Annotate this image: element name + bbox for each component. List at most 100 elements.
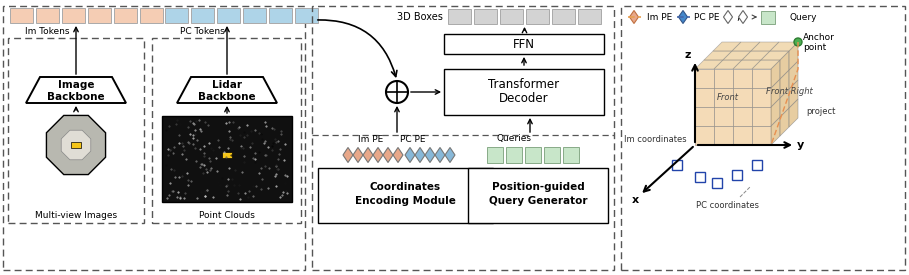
Polygon shape: [761, 51, 789, 60]
Polygon shape: [714, 126, 733, 145]
Polygon shape: [732, 42, 760, 51]
Polygon shape: [733, 88, 752, 107]
Bar: [621, 6, 905, 270]
Bar: [88, 8, 111, 23]
Bar: [62, 8, 85, 23]
Text: PC coordinates: PC coordinates: [695, 200, 758, 210]
Bar: [487, 147, 503, 163]
Bar: [544, 147, 560, 163]
Polygon shape: [373, 147, 383, 163]
Bar: [217, 8, 240, 23]
Text: Backbone: Backbone: [47, 92, 105, 102]
Text: project: project: [806, 108, 835, 117]
Polygon shape: [425, 147, 435, 163]
Bar: [3, 6, 305, 270]
Polygon shape: [695, 88, 714, 107]
Bar: [732, 170, 742, 180]
Bar: [140, 8, 163, 23]
Polygon shape: [435, 147, 445, 163]
Polygon shape: [26, 77, 126, 103]
Polygon shape: [771, 79, 780, 107]
Polygon shape: [177, 77, 277, 103]
Text: 3D Boxes: 3D Boxes: [397, 12, 443, 21]
Polygon shape: [789, 99, 798, 127]
Text: y: y: [796, 140, 804, 150]
Text: Front Right: Front Right: [766, 87, 813, 97]
Text: Im coordinates: Im coordinates: [624, 134, 687, 144]
Polygon shape: [714, 107, 733, 126]
Text: Point Clouds: Point Clouds: [199, 210, 255, 219]
Polygon shape: [789, 61, 798, 89]
Polygon shape: [46, 116, 105, 175]
Bar: [243, 8, 266, 23]
Polygon shape: [723, 51, 751, 60]
Polygon shape: [343, 147, 353, 163]
Polygon shape: [733, 107, 752, 126]
Polygon shape: [415, 147, 425, 163]
Text: Im PE: Im PE: [358, 134, 384, 144]
Polygon shape: [704, 51, 732, 60]
Polygon shape: [363, 147, 373, 163]
Polygon shape: [789, 42, 798, 70]
Bar: [761, 11, 775, 24]
Polygon shape: [733, 60, 761, 69]
Bar: [269, 8, 292, 23]
Text: Queries: Queries: [496, 134, 532, 144]
Polygon shape: [780, 89, 789, 117]
Bar: [162, 116, 292, 202]
Polygon shape: [713, 42, 741, 51]
Polygon shape: [222, 152, 232, 158]
Bar: [500, 9, 523, 24]
Text: x: x: [632, 195, 638, 205]
Bar: [36, 8, 59, 23]
Bar: [152, 38, 301, 223]
Bar: [695, 172, 705, 182]
Polygon shape: [752, 126, 771, 145]
Bar: [295, 8, 318, 23]
Text: PC PE: PC PE: [694, 12, 720, 21]
Bar: [318, 168, 493, 223]
Text: Lidar: Lidar: [212, 80, 242, 90]
Polygon shape: [733, 126, 752, 145]
Text: point: point: [803, 43, 826, 51]
Bar: [552, 9, 575, 24]
Text: Encoding Module: Encoding Module: [355, 197, 456, 207]
Polygon shape: [445, 147, 455, 163]
Text: Im PE: Im PE: [647, 12, 673, 21]
Bar: [474, 9, 497, 24]
Polygon shape: [780, 108, 789, 136]
Polygon shape: [678, 10, 687, 23]
Polygon shape: [695, 107, 714, 126]
Text: ,: ,: [736, 12, 739, 22]
Polygon shape: [630, 10, 638, 23]
Polygon shape: [752, 107, 771, 126]
Text: FFN: FFN: [513, 37, 535, 51]
Polygon shape: [405, 147, 415, 163]
Polygon shape: [695, 69, 714, 88]
Polygon shape: [733, 69, 752, 88]
Bar: [8, 38, 144, 223]
Text: z: z: [684, 50, 691, 60]
Polygon shape: [771, 60, 780, 88]
Text: Position-guided: Position-guided: [492, 183, 584, 192]
Polygon shape: [61, 130, 91, 160]
Polygon shape: [780, 51, 789, 79]
Text: Transformer: Transformer: [488, 78, 560, 92]
Bar: [114, 8, 137, 23]
Circle shape: [794, 38, 802, 46]
Bar: [752, 160, 762, 170]
Bar: [563, 147, 579, 163]
Bar: [10, 8, 33, 23]
Text: Image: Image: [58, 80, 95, 90]
Polygon shape: [738, 10, 747, 23]
Text: Im Tokens: Im Tokens: [25, 26, 70, 35]
Bar: [712, 178, 722, 188]
Text: Backbone: Backbone: [198, 92, 255, 102]
Text: Front: Front: [717, 92, 739, 101]
Text: Coordinates: Coordinates: [370, 183, 441, 192]
Polygon shape: [752, 88, 771, 107]
Bar: [312, 6, 614, 270]
Polygon shape: [714, 88, 733, 107]
Bar: [468, 168, 608, 223]
Bar: [506, 147, 522, 163]
